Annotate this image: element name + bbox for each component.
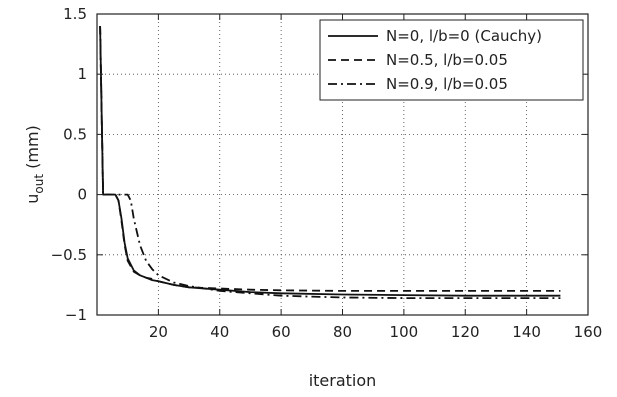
x-tick-label: 80	[333, 323, 352, 341]
y-tick-label: −0.5	[51, 246, 87, 264]
y-tick-label: 1	[77, 65, 87, 83]
x-tick-label: 40	[210, 323, 229, 341]
y-tick-label: 1.5	[63, 5, 87, 23]
legend-label-2: N=0.5, l/b=0.05	[386, 51, 508, 69]
y-axis-title: uout (mm)	[23, 125, 46, 204]
legend-label-3: N=0.9, l/b=0.05	[386, 75, 508, 93]
x-tick-label: 160	[574, 323, 603, 341]
x-tick-label: 100	[390, 323, 419, 341]
series-line-3	[99, 25, 561, 300]
x-tick-label: 20	[149, 323, 168, 341]
legend: N=0, l/b=0 (Cauchy) N=0.5, l/b=0.05 N=0.9,…	[319, 19, 584, 101]
svg-text:uout (mm): uout (mm)	[23, 125, 46, 204]
y-tick-label: −1	[65, 306, 87, 324]
legend-label-1: N=0, l/b=0 (Cauchy)	[386, 27, 542, 45]
y-tick-label: 0	[77, 186, 87, 204]
y-axis-title-unit: (mm)	[23, 125, 42, 174]
series-line-2	[99, 25, 561, 292]
axis-ticks: 20 40 60 80 100 120 140 160 −1 −0.5 0 0.5 1 1.5	[51, 5, 603, 341]
y-axis-title-subscript: out	[32, 174, 46, 194]
series-lines	[99, 25, 561, 300]
y-axis-title-symbol: u	[23, 194, 42, 204]
legend-box	[319, 19, 584, 101]
y-tick-label: 0.5	[63, 125, 87, 143]
x-tick-label: 120	[451, 323, 480, 341]
x-tick-label: 140	[512, 323, 541, 341]
x-axis-title: iteration	[309, 371, 377, 390]
x-tick-label: 60	[272, 323, 291, 341]
